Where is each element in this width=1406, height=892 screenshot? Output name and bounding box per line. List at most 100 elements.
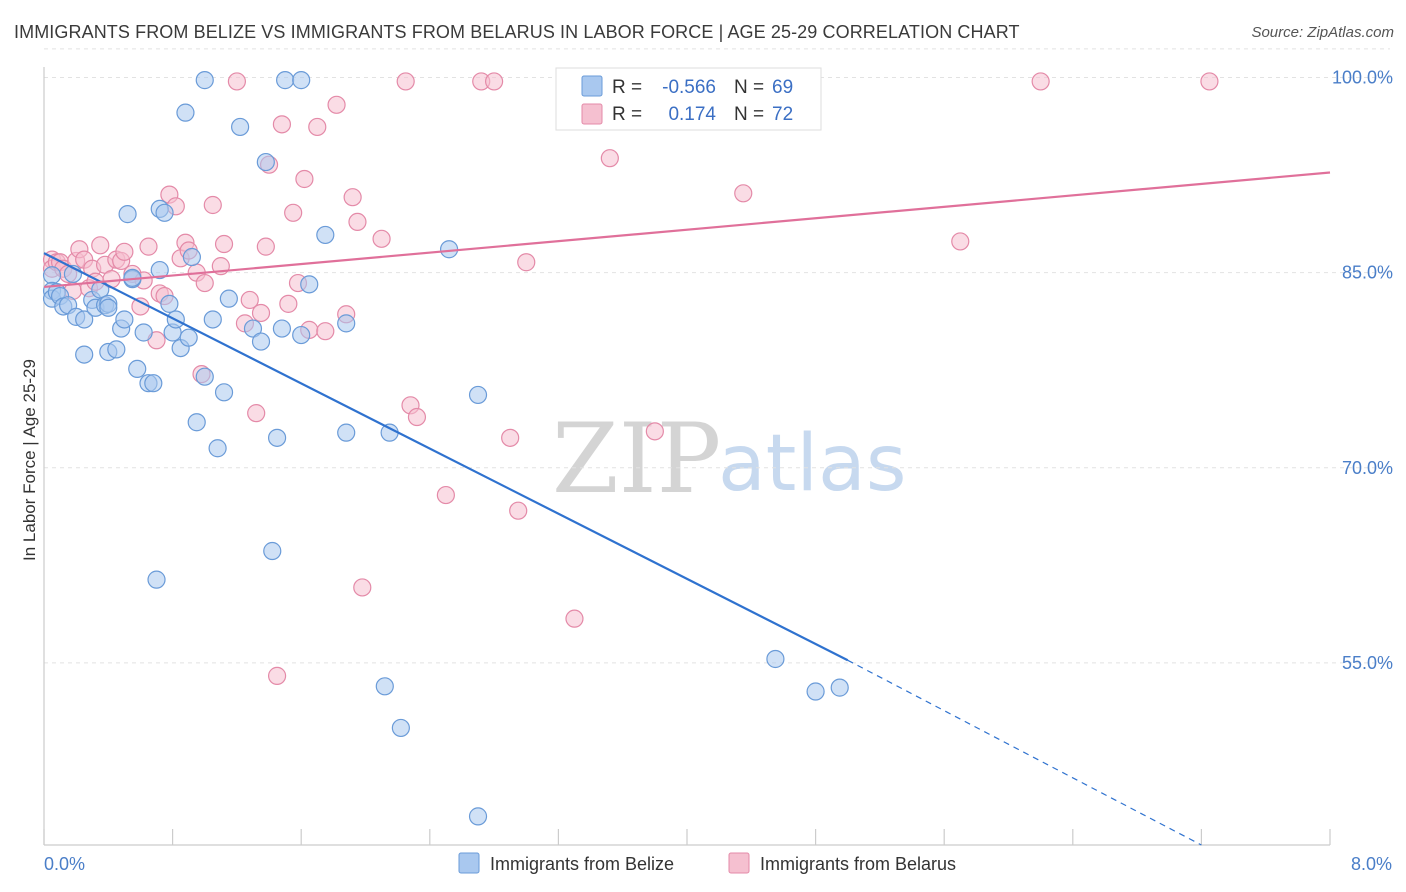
- belarus-point: [251, 303, 271, 323]
- belarus-point: [195, 273, 214, 293]
- belarus-point: [279, 294, 298, 313]
- belize-n-label: N =: [734, 77, 764, 98]
- belarus-point: [951, 232, 970, 251]
- belize-point: [337, 423, 356, 442]
- belize-point: [128, 359, 147, 379]
- belize-r-value: -0.566: [662, 77, 716, 98]
- legend-belize-label: Immigrants from Belize: [490, 854, 674, 874]
- belarus-n-label: N =: [734, 104, 764, 125]
- belize-point: [176, 103, 195, 122]
- belize-point: [160, 294, 179, 313]
- belize-point: [263, 541, 282, 561]
- belarus-n-value: 72: [772, 104, 793, 125]
- belize-point: [214, 383, 234, 402]
- belarus-point: [295, 169, 314, 189]
- belize-point: [155, 203, 174, 222]
- belize-point: [147, 570, 166, 589]
- watermark-atlas: atlas: [718, 419, 907, 509]
- belize-point: [468, 385, 488, 405]
- belize-point: [380, 423, 399, 442]
- belarus-point: [407, 407, 427, 427]
- belize-trend-line: [43, 252, 849, 662]
- belize-point: [292, 325, 311, 345]
- belize-point: [107, 340, 126, 359]
- legend-belarus-label: Immigrants from Belarus: [760, 854, 956, 874]
- belarus-trend-line: [43, 171, 1331, 289]
- series-legend: Immigrants from Belize Immigrants from B…: [458, 852, 956, 874]
- belize-point: [208, 439, 227, 458]
- belize-point: [439, 240, 459, 259]
- x-tick-label-min: 0.0%: [44, 854, 85, 874]
- belarus-point: [1200, 72, 1219, 91]
- belarus-point: [214, 234, 234, 254]
- y-tick-labels: 55.0% 70.0% 85.0% 100.0%: [1332, 68, 1393, 673]
- source-credit: Source: ZipAtlas.com: [1251, 24, 1394, 41]
- belarus-point: [517, 253, 536, 272]
- belize-point: [276, 71, 295, 90]
- trend-lines: [43, 171, 1331, 846]
- belarus-point: [203, 195, 222, 215]
- belize-point: [830, 678, 849, 697]
- belize-point: [219, 289, 238, 308]
- belize-point: [251, 332, 271, 351]
- belize-point: [134, 323, 153, 342]
- belarus-point: [227, 72, 246, 91]
- belize-n-value: 69: [772, 77, 793, 98]
- belize-points: [42, 71, 849, 826]
- belarus-point: [267, 666, 287, 685]
- belize-point: [115, 310, 134, 329]
- belarus-point: [316, 322, 335, 341]
- belarus-point: [247, 404, 266, 423]
- belize-point: [766, 649, 785, 669]
- belarus-point: [372, 229, 391, 248]
- belize-point: [243, 319, 263, 338]
- belarus-point: [139, 237, 158, 256]
- belarus-points: [42, 72, 1219, 685]
- y-tick-label: 85.0%: [1342, 263, 1393, 283]
- belize-point: [272, 319, 292, 338]
- belarus-r-label: R =: [612, 104, 642, 125]
- belarus-point: [327, 95, 346, 114]
- belize-point: [391, 718, 410, 738]
- gridlines: [44, 48, 1390, 664]
- belarus-point: [308, 117, 327, 137]
- belarus-point: [485, 72, 504, 91]
- stats-legend: R = -0.566 N = 69 R = 0.174 N = 72: [555, 67, 822, 131]
- legend-belize-swatch: [458, 852, 480, 874]
- belarus-point: [272, 115, 292, 134]
- watermark-zip: ZIP: [552, 403, 721, 515]
- y-tick-label: 55.0%: [1342, 653, 1393, 673]
- belarus-point: [509, 501, 528, 520]
- belarus-point: [343, 188, 362, 207]
- belize-point: [316, 225, 335, 245]
- belize-point: [337, 314, 356, 333]
- belize-point: [195, 367, 214, 386]
- belarus-point: [396, 72, 415, 91]
- belize-point: [179, 328, 198, 347]
- belize-point: [468, 807, 488, 826]
- belize-point: [99, 298, 118, 317]
- belarus-point: [565, 609, 584, 628]
- belarus-point: [353, 578, 372, 597]
- belarus-r-value: 0.174: [668, 104, 716, 125]
- belarus-swatch: [581, 103, 603, 125]
- belize-swatch: [581, 75, 603, 97]
- belarus-point: [256, 237, 275, 256]
- belize-point: [118, 205, 137, 224]
- belize-point: [144, 374, 163, 393]
- y-tick-label: 100.0%: [1332, 68, 1393, 88]
- belize-point: [256, 152, 275, 172]
- legend-belarus-swatch: [728, 852, 750, 874]
- belarus-point: [600, 149, 619, 168]
- x-tick-label-max: 8.0%: [1351, 854, 1392, 874]
- belarus-point: [131, 297, 150, 316]
- belize-point: [187, 413, 206, 432]
- belarus-point: [501, 428, 520, 447]
- belize-point: [42, 266, 62, 285]
- belize-trend-extension: [847, 659, 1202, 846]
- belize-point: [195, 71, 214, 90]
- belarus-point: [1031, 72, 1050, 91]
- y-axis-label: In Labor Force | Age 25-29: [20, 359, 39, 561]
- belize-point: [182, 247, 201, 267]
